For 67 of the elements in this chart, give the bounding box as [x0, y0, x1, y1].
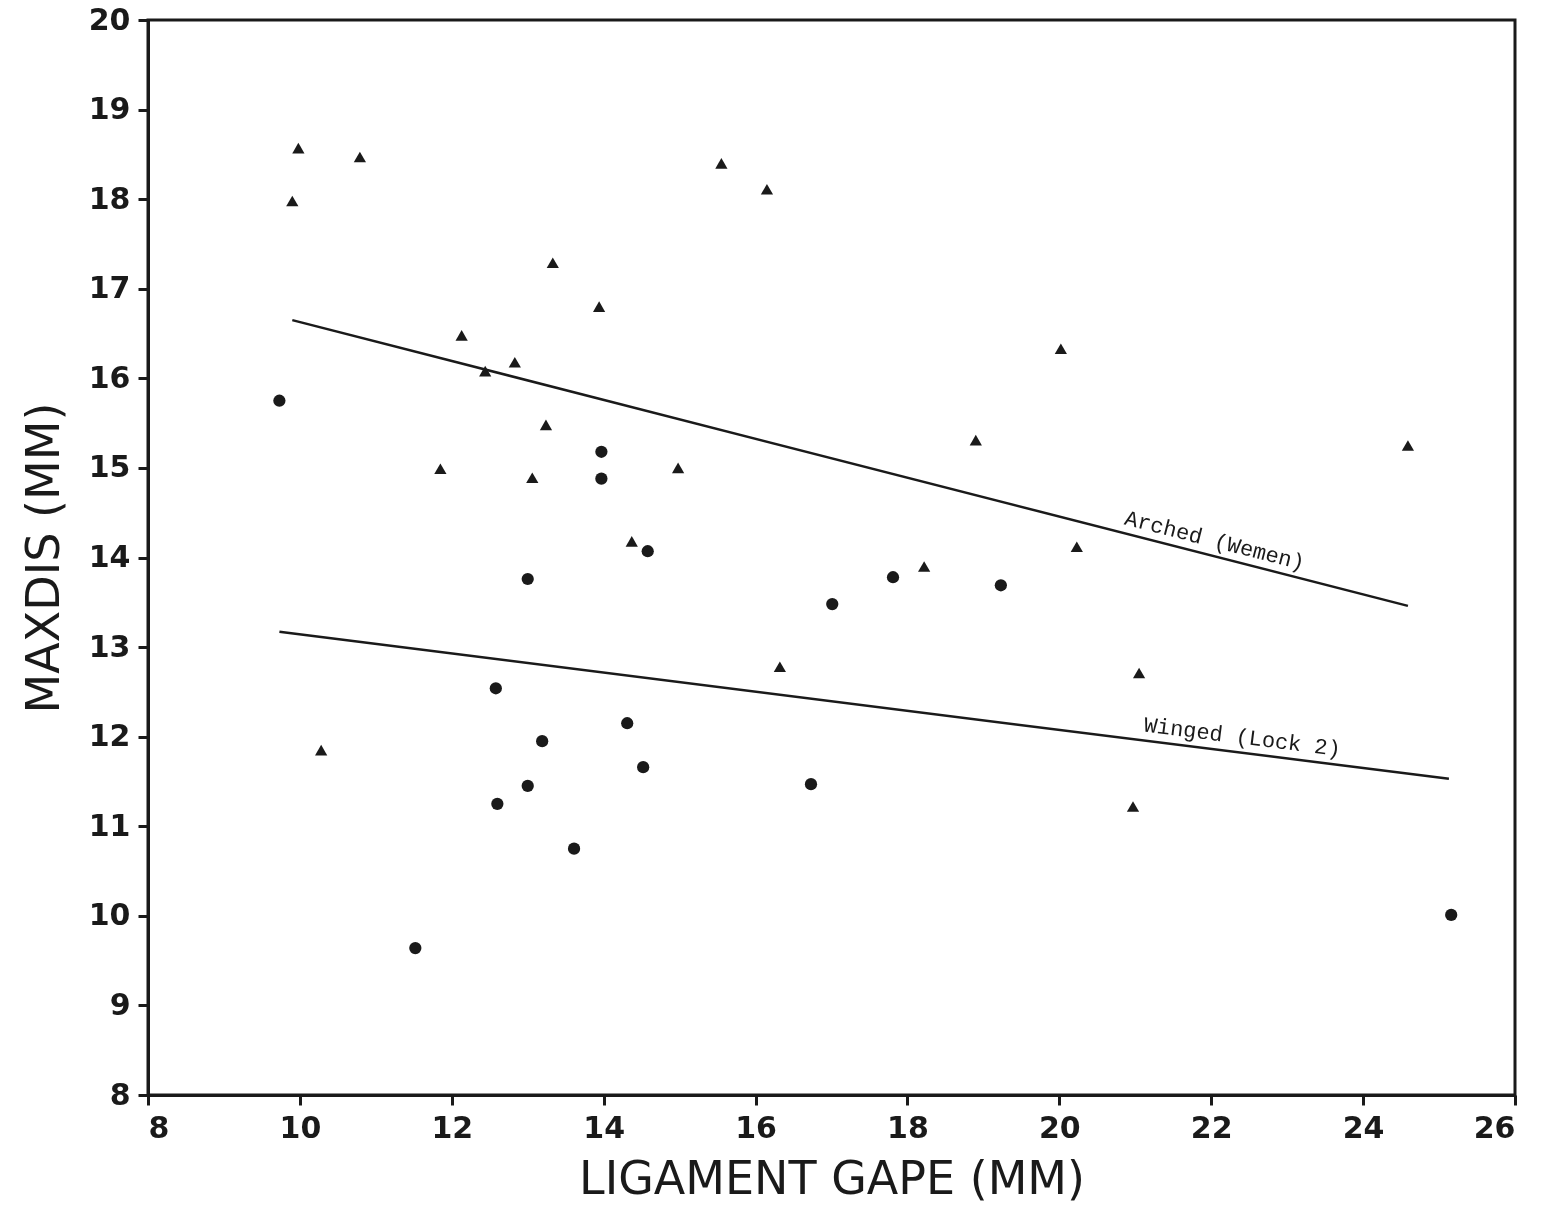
y-tick-label: 11	[88, 807, 131, 843]
y-axis-title: MAXDIS (MM)	[15, 402, 70, 714]
point	[315, 744, 328, 756]
point	[491, 797, 504, 810]
y-tick-label: 10	[88, 897, 131, 933]
point	[526, 472, 539, 484]
x-tick-label: 10	[279, 1109, 322, 1145]
point	[1445, 908, 1458, 922]
point	[595, 445, 608, 458]
x-tick-label: 22	[1190, 1109, 1233, 1145]
point	[273, 394, 286, 407]
y-tick-label: 9	[109, 986, 131, 1022]
point	[539, 419, 553, 431]
x-tick-label: 26	[1473, 1109, 1516, 1145]
point	[641, 545, 654, 558]
point	[567, 842, 581, 855]
point	[409, 941, 422, 955]
point	[434, 463, 447, 475]
y-tick-label: 19	[88, 91, 131, 127]
x-tick-label: 16	[735, 1109, 777, 1145]
x-tick-label: 12	[431, 1109, 474, 1145]
y-tick-label: 8	[109, 1076, 131, 1112]
y-tick-label: 17	[88, 270, 131, 306]
y-tick-label: 18	[88, 180, 131, 216]
point	[625, 536, 638, 547]
y-tick-label: 12	[88, 718, 131, 754]
x-tick-label: 14	[583, 1109, 626, 1145]
x-axis-title: LIGAMENT GAPE (MM)	[579, 1150, 1085, 1205]
y-tick-label: 16	[88, 359, 131, 395]
point	[886, 571, 900, 584]
annotation: Winged (Lock 2)	[1142, 713, 1342, 764]
y-tick-label: 13	[88, 628, 131, 664]
point	[1054, 343, 1067, 355]
point	[455, 330, 468, 341]
point	[773, 661, 786, 673]
point	[489, 682, 502, 695]
x-tick-label: 18	[887, 1109, 929, 1145]
point	[521, 572, 534, 586]
point	[286, 195, 299, 207]
point	[1401, 440, 1415, 451]
point	[595, 472, 608, 485]
point	[804, 778, 818, 791]
point	[292, 142, 305, 154]
point	[521, 779, 534, 793]
y-tick-label: 20	[88, 1, 131, 37]
x-tick-label: 8	[148, 1109, 170, 1145]
point	[715, 158, 728, 169]
point	[826, 597, 839, 611]
x-tick-label: 24	[1342, 1109, 1385, 1145]
point	[508, 356, 521, 368]
point	[1126, 801, 1140, 812]
point	[592, 301, 606, 312]
point	[546, 257, 559, 269]
x-tick-label: 20	[1038, 1109, 1081, 1145]
point	[969, 434, 982, 446]
point	[671, 462, 685, 474]
point	[994, 579, 1007, 592]
point	[1132, 667, 1146, 679]
point	[621, 717, 634, 730]
point	[1070, 541, 1083, 553]
point	[353, 151, 367, 163]
point	[637, 761, 650, 774]
point	[536, 735, 549, 748]
y-tick-label: 14	[88, 539, 131, 574]
point	[760, 184, 774, 195]
y-tick-label: 15	[88, 449, 131, 485]
point	[918, 561, 931, 572]
